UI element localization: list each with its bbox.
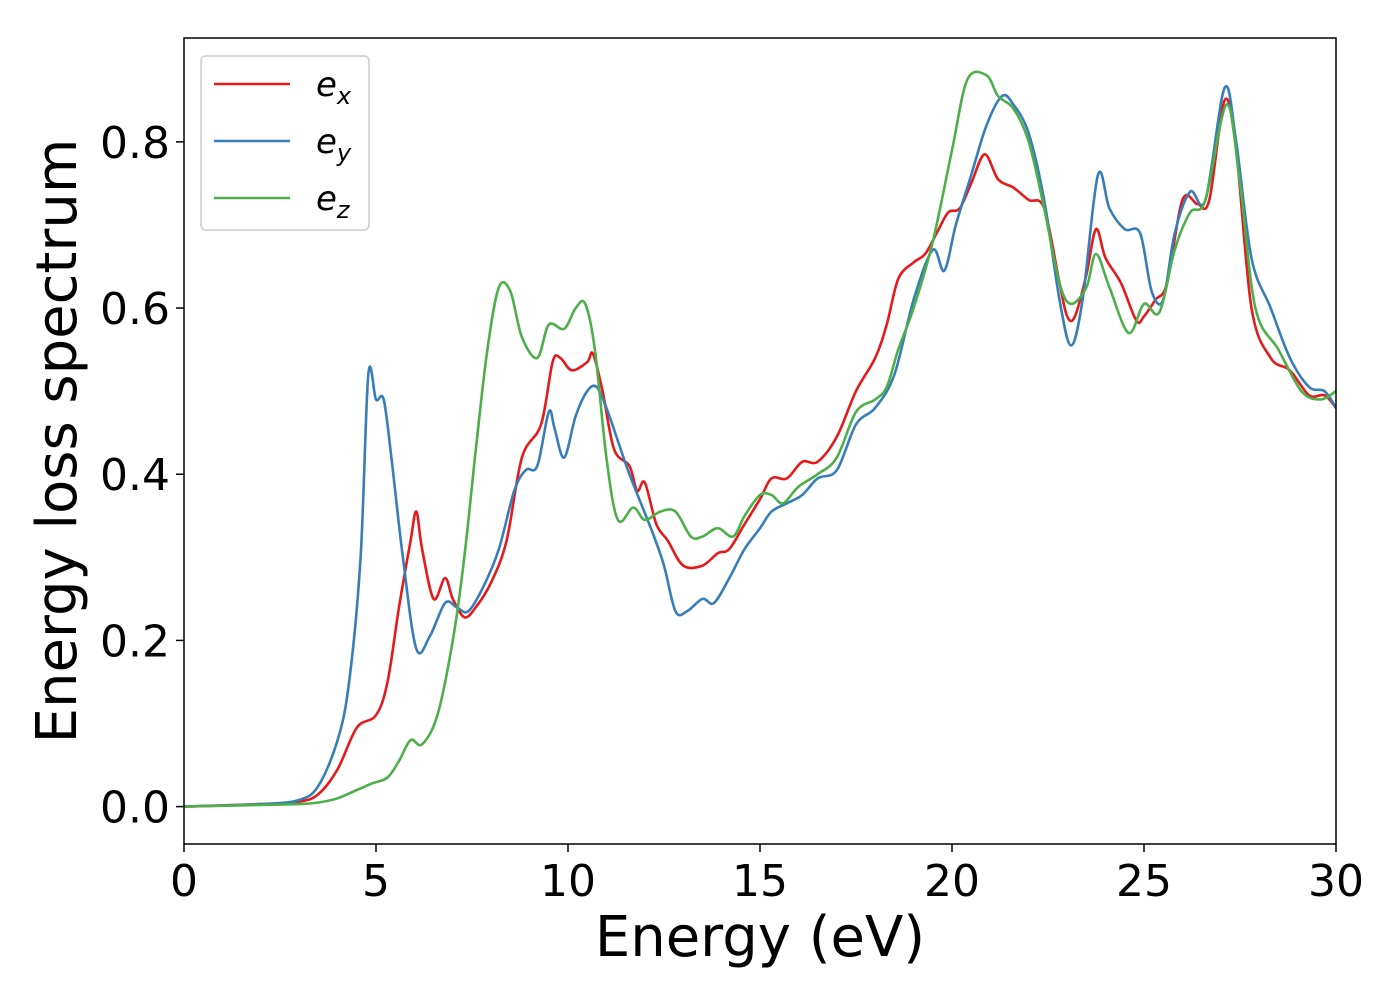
y-axis-title: Energy loss spectrum (25, 139, 90, 744)
y-tick-label: 0.2 (100, 616, 170, 667)
legend-label: ez (316, 179, 351, 224)
x-axis-title: Energy (eV) (595, 905, 925, 970)
x-tick-label: 30 (1308, 856, 1364, 907)
x-tick-label: 15 (732, 856, 788, 907)
series-layer (184, 70, 1336, 808)
y-tick-label: 0.6 (100, 284, 170, 335)
x-tick-label: 0 (170, 856, 198, 907)
x-tick-label: 25 (1116, 856, 1172, 907)
y-tick-label: 0.0 (100, 783, 170, 834)
y-tick-label: 0.8 (100, 118, 170, 169)
x-axis: 0 5 10 15 20 25 30 (170, 844, 1364, 907)
series-line-e-z (184, 70, 1336, 808)
x-tick-label: 10 (540, 856, 596, 907)
series-line-e-x (184, 97, 1336, 808)
legend-box (200, 55, 370, 231)
y-axis: 0.0 0.2 0.4 0.6 0.8 (100, 118, 184, 834)
legend-label: ex (316, 65, 352, 110)
series-line-e-y (184, 84, 1336, 808)
y-tick-label: 0.4 (100, 450, 170, 501)
legend-label: ey (316, 122, 352, 167)
x-tick-label: 5 (362, 856, 390, 907)
x-tick-label: 20 (924, 856, 980, 907)
legend: ex ey ez (200, 55, 370, 231)
